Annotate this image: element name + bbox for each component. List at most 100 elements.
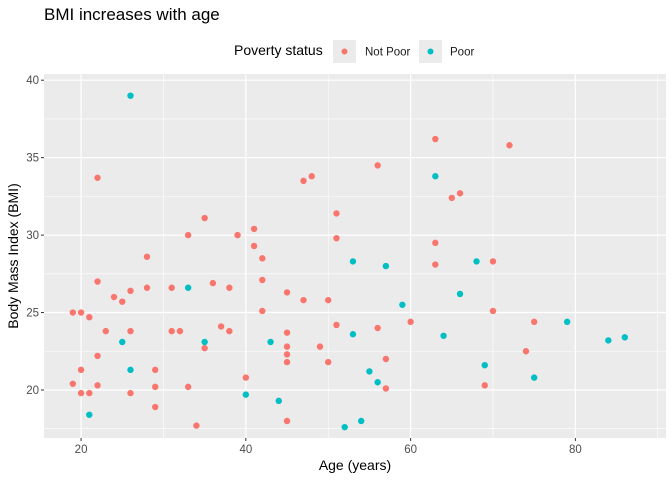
x-axis-label: Age (years) xyxy=(319,457,391,473)
point-not-poor xyxy=(316,343,324,350)
point-not-poor xyxy=(201,214,208,222)
point-poor xyxy=(349,258,357,265)
x-tick-label: 20 xyxy=(75,444,88,456)
point-not-poor xyxy=(283,343,291,350)
point-poor xyxy=(127,92,134,99)
point-poor xyxy=(86,411,93,418)
point-not-poor xyxy=(283,351,291,358)
point-not-poor xyxy=(300,296,307,304)
x-tick-label: 60 xyxy=(404,444,417,456)
point-not-poor xyxy=(168,284,175,291)
point-not-poor xyxy=(94,278,101,285)
point-not-poor xyxy=(152,383,159,391)
point-not-poor xyxy=(456,190,464,197)
y-tick-label: 20 xyxy=(26,385,39,397)
point-poor xyxy=(349,331,357,338)
point-not-poor xyxy=(184,231,192,239)
grid-lines xyxy=(44,74,666,438)
y-tick-label: 40 xyxy=(26,75,39,87)
y-tick-label: 25 xyxy=(26,308,39,320)
point-not-poor xyxy=(209,279,217,287)
chart-title: BMI increases with age xyxy=(44,5,220,24)
point-not-poor xyxy=(86,313,93,321)
point-not-poor xyxy=(201,344,208,352)
point-poor xyxy=(382,262,390,270)
point-not-poor xyxy=(110,293,118,301)
data-points xyxy=(69,92,629,431)
point-not-poor xyxy=(69,309,77,316)
point-not-poor xyxy=(77,309,85,316)
point-not-poor xyxy=(184,383,192,391)
x-tick-label: 80 xyxy=(569,444,582,456)
point-poor xyxy=(621,334,629,341)
point-not-poor xyxy=(333,210,340,217)
legend-title: Poverty status xyxy=(234,42,323,58)
point-poor xyxy=(456,290,464,298)
point-not-poor xyxy=(259,307,266,315)
point-not-poor xyxy=(94,174,101,181)
legend-label-poor: Poor xyxy=(450,47,474,59)
point-not-poor xyxy=(242,374,250,381)
point-not-poor xyxy=(259,255,266,262)
point-not-poor xyxy=(250,225,258,233)
point-not-poor xyxy=(432,261,439,268)
point-not-poor xyxy=(86,389,93,397)
point-not-poor xyxy=(382,355,390,363)
point-not-poor xyxy=(506,142,513,149)
point-not-poor xyxy=(489,307,497,315)
point-poor xyxy=(481,362,488,369)
point-poor xyxy=(341,423,348,431)
point-poor xyxy=(399,301,406,308)
point-not-poor xyxy=(325,296,332,304)
axis-ticks: 20 40 60 80 20 25 30 35 40 xyxy=(26,75,582,456)
point-not-poor xyxy=(168,327,175,335)
point-not-poor xyxy=(193,422,200,429)
point-not-poor xyxy=(119,298,126,305)
point-not-poor xyxy=(176,327,184,335)
x-tick-label: 40 xyxy=(239,444,252,456)
point-not-poor xyxy=(143,253,151,260)
point-not-poor xyxy=(250,242,258,250)
point-not-poor xyxy=(127,389,134,397)
point-not-poor xyxy=(283,289,291,296)
point-not-poor xyxy=(226,327,233,335)
point-not-poor xyxy=(407,318,414,326)
point-poor xyxy=(440,332,447,339)
point-not-poor xyxy=(226,284,233,291)
point-not-poor xyxy=(489,258,497,265)
point-not-poor xyxy=(94,382,101,389)
point-poor xyxy=(374,379,381,386)
point-not-poor xyxy=(481,382,488,389)
point-not-poor xyxy=(374,162,381,169)
point-poor xyxy=(530,374,538,381)
point-not-poor xyxy=(143,284,151,291)
point-not-poor xyxy=(152,403,159,411)
legend-marker-poor xyxy=(427,48,434,55)
point-not-poor xyxy=(530,318,538,326)
point-not-poor xyxy=(102,327,109,335)
y-axis-label: Body Mass Index (BMI) xyxy=(5,183,21,329)
point-poor xyxy=(473,258,480,265)
point-not-poor xyxy=(77,366,85,374)
point-not-poor xyxy=(300,177,307,185)
point-poor xyxy=(432,173,439,180)
point-poor xyxy=(357,417,365,425)
point-not-poor xyxy=(283,329,291,336)
legend-label-not-poor: Not Poor xyxy=(365,47,411,59)
point-poor xyxy=(127,366,134,374)
point-not-poor xyxy=(234,231,241,239)
y-tick-label: 35 xyxy=(26,153,39,165)
point-not-poor xyxy=(432,135,439,143)
point-not-poor xyxy=(69,380,77,387)
point-not-poor xyxy=(283,358,291,366)
y-tick-label: 30 xyxy=(26,230,39,242)
point-not-poor xyxy=(382,385,390,392)
point-poor xyxy=(366,368,373,375)
point-not-poor xyxy=(127,287,134,295)
legend-marker-not-poor xyxy=(341,48,348,55)
point-not-poor xyxy=(325,358,332,366)
point-not-poor xyxy=(374,324,381,332)
point-not-poor xyxy=(152,366,159,374)
point-poor xyxy=(184,284,192,291)
